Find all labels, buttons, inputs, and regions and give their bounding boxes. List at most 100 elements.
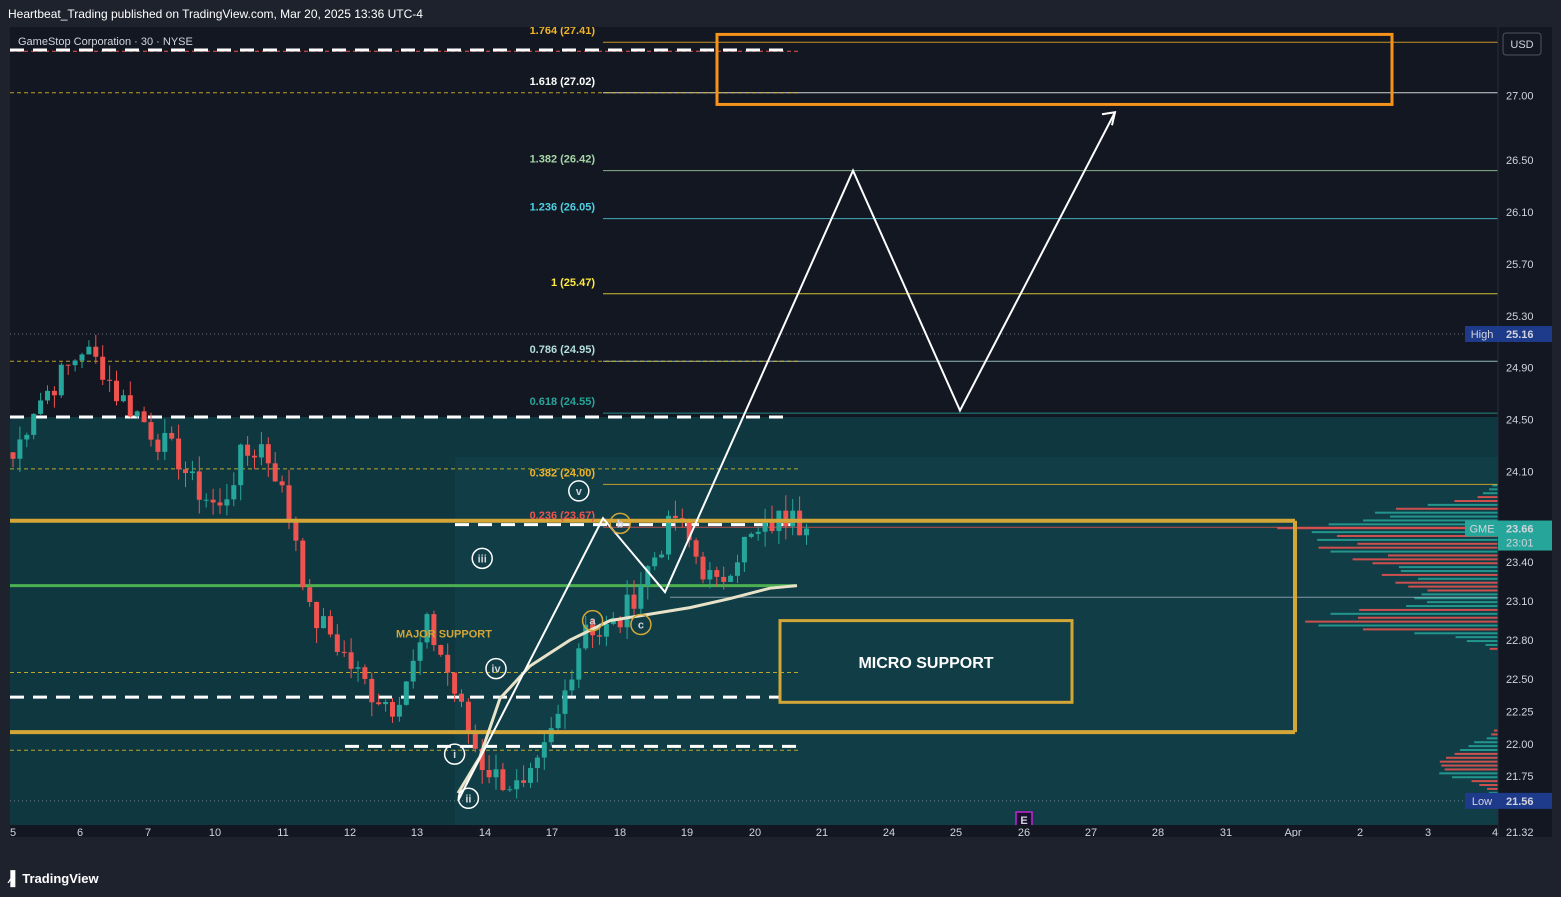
candle (410, 660, 416, 682)
time-tick-label: 6 (77, 827, 83, 837)
candle (31, 413, 37, 435)
time-tick-label: 26 (1018, 827, 1030, 837)
footer-brand[interactable]: ⁄▌ TradingView (10, 870, 99, 886)
candle (465, 701, 471, 733)
candle (120, 395, 126, 402)
candle (493, 769, 499, 778)
candle (403, 681, 409, 705)
earnings-marker: E (1020, 815, 1027, 827)
volume-profile-bar (1362, 628, 1498, 631)
badge-value: 21.56 (1506, 796, 1534, 808)
candle (238, 444, 244, 486)
time-tick-label: 19 (681, 827, 693, 837)
candle (17, 439, 23, 459)
chart-area[interactable]: 1.764 (27.41) 1.618 (27.02) 1.382 (26.42) 1… (10, 27, 1552, 837)
volume-profile-bar (1398, 566, 1498, 569)
candle (686, 519, 692, 541)
candle (700, 556, 706, 580)
price-tick-label: 25.70 (1506, 259, 1534, 271)
volume-profile-bar (1390, 515, 1498, 518)
price-tick-label: 21.32 (1506, 827, 1534, 837)
fib-label: 1.764 (27.41) (530, 27, 596, 37)
currency-label[interactable]: USD (1510, 39, 1533, 51)
candle (679, 518, 685, 520)
volume-profile-bar (1439, 772, 1498, 775)
candle (666, 515, 671, 555)
wave-label: iv (491, 664, 501, 676)
price-chart[interactable]: 1.764 (27.41) 1.618 (27.02) 1.382 (26.42) 1… (10, 27, 1552, 837)
candle (127, 395, 133, 417)
candle (51, 390, 57, 396)
time-tick-label: 10 (209, 827, 221, 837)
candle (114, 380, 119, 402)
time-tick-label: 21 (816, 827, 828, 837)
time-tick-label: 3 (1425, 827, 1431, 837)
time-tick-label: 13 (411, 827, 423, 837)
candle (486, 769, 492, 778)
candle (176, 438, 182, 470)
publish-header: Heartbeat_Trading published on TradingVi… (8, 7, 423, 21)
volume-profile-bar (1477, 496, 1498, 499)
candle (58, 364, 64, 396)
candle (210, 499, 216, 503)
badge-value-bg (1498, 520, 1552, 551)
candle (804, 528, 809, 536)
volume-profile-bar (1439, 760, 1498, 763)
moving-average-line (456, 584, 798, 794)
candle (162, 432, 168, 452)
price-tick-label: 22.25 (1506, 706, 1534, 718)
price-tick-label: 23.40 (1506, 557, 1534, 569)
volume-profile-bar (1466, 640, 1498, 643)
wave-label-circle (443, 743, 466, 765)
volume-profile-bar (1318, 624, 1498, 627)
time-tick-label: 2 (1357, 827, 1363, 837)
volume-profile-bar (1468, 745, 1498, 748)
wave-label-circle (471, 547, 493, 570)
wave-label-circle (485, 657, 507, 680)
currency-button[interactable] (1502, 32, 1542, 56)
badge-name: High (1471, 329, 1494, 341)
candle (38, 400, 44, 414)
candle (659, 554, 665, 558)
volume-profile-bar (1485, 643, 1498, 646)
candle (645, 566, 651, 586)
badge-name-bg (1465, 520, 1498, 537)
fib-label: 1.618 (27.02) (530, 76, 596, 88)
candle (10, 452, 16, 459)
fib-label: 1 (25.47) (551, 277, 595, 289)
demand-zone (10, 416, 1498, 837)
candle (583, 624, 589, 649)
volume-profile-bar (1459, 748, 1498, 751)
volume-profile-bar (1454, 752, 1498, 755)
wave-label: i (453, 749, 456, 761)
tradingview-logo-icon: ⁄▌ (10, 870, 20, 886)
volume-profile-bar (1336, 535, 1498, 538)
candle (797, 510, 803, 536)
candle (459, 693, 464, 702)
candle (707, 570, 713, 580)
candle (728, 575, 734, 582)
candle (652, 557, 658, 567)
candle (597, 635, 602, 637)
candle (86, 346, 92, 355)
wave-label: v (576, 486, 583, 498)
candle (24, 434, 30, 440)
volume-profile-bar (1444, 768, 1498, 771)
candle (541, 742, 547, 758)
candle (624, 594, 630, 628)
volume-profile-bar (1400, 570, 1498, 573)
micro-support-label: MICRO SUPPORT (858, 655, 993, 672)
candle (334, 634, 340, 652)
volume-profile-bar (1305, 620, 1498, 623)
volume-profile-bar (1446, 756, 1498, 759)
time-tick-label: 31 (1220, 827, 1232, 837)
wave-projection-path (457, 111, 1116, 802)
volume-profile-bar (1406, 605, 1498, 608)
volume-profile-bar (1491, 733, 1498, 736)
candle (355, 667, 361, 669)
badge-value: 25.16 (1506, 329, 1534, 341)
candle (183, 469, 188, 474)
projection-arrowhead-icon (1101, 111, 1117, 126)
volume-profile-bar (1387, 554, 1498, 557)
volume-profile-bar (1317, 538, 1498, 541)
